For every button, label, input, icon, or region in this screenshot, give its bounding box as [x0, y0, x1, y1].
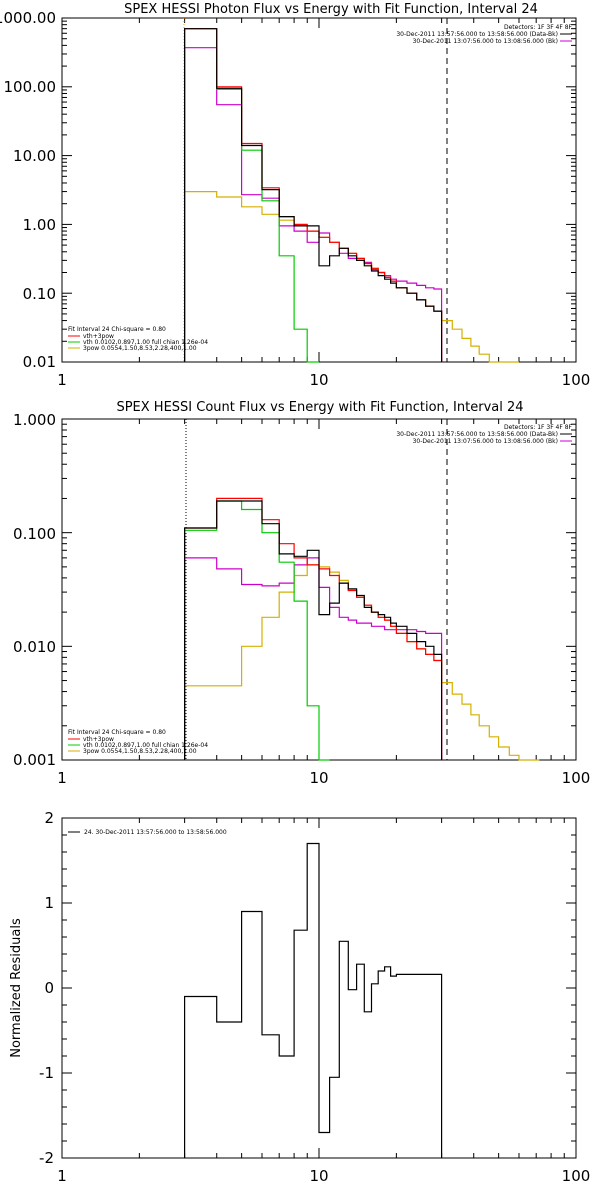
count-flux-legend-background-entry: 30-Dec-2011 13:07:56.000 to 13:08:56.000… [413, 438, 558, 445]
count-flux-ytick-label: 0.010 [13, 638, 56, 656]
count-flux-legend-data-entry: 30-Dec-2011 13:57:56.000 to 13:58:56.000… [396, 431, 558, 438]
photon-flux-ytick-label: 1.00 [23, 216, 56, 234]
count-flux-fit-header: Fit Interval 24 Chi-square = 0.80 [68, 729, 166, 736]
count-flux-legend-total-entry: vth+3pow [83, 736, 114, 743]
count-flux-legend-thermal-entry: vth 0.0102,0.897,1.00 full chian 1.26e-0… [83, 742, 208, 749]
photon-flux-title: SPEX HESSI Photon Flux vs Energy with Fi… [124, 2, 538, 17]
photon-flux-axis-ticks [61, 17, 577, 363]
panel-count-flux: SPEX HESSI Count Flux vs Energy with Fit… [13, 400, 590, 787]
residuals-xtick-label: 100 [562, 1167, 591, 1185]
photon-flux-ytick-label: 100.00 [4, 78, 57, 96]
residuals-data-series [184, 842, 443, 1158]
photon-flux-legend-total-entry: vth+3pow [83, 333, 114, 340]
photon-flux-xtick-label: 10 [309, 371, 328, 389]
residuals-legend-entry: 24. 30-Dec-2011 13:57:56.000 to 13:58:56… [84, 829, 227, 836]
photon-flux-fit-header: Fit Interval 24 Chi-square = 0.80 [68, 326, 166, 333]
photon-flux-ytick-label: 0.01 [23, 353, 56, 371]
photon-flux-data-series [184, 28, 443, 362]
residuals-ytick-label: 2 [44, 809, 54, 827]
photon-flux-legend-data-entry: 30-Dec-2011 13:57:56.000 to 13:58:56.000… [396, 31, 558, 38]
photon-flux-ytick-label: 10.00 [13, 147, 56, 165]
count-flux-background-series [184, 557, 443, 760]
residuals-series-group [184, 842, 443, 1158]
count-flux-xtick-label: 100 [562, 769, 591, 787]
residuals-ytick-label: 0 [44, 979, 54, 997]
count-flux-legend-powerlaw-entry: 3pow 0.0554,1.50,8.53,2.28,400,1.00 [83, 748, 197, 755]
residuals-ytick-label: -2 [39, 1149, 54, 1167]
count-flux-ytick-label: 1.000 [13, 411, 56, 429]
photon-flux-xtick-label: 100 [562, 371, 591, 389]
count-flux-series-group [184, 497, 540, 761]
count-flux-ytick-label: 0.001 [13, 751, 56, 769]
count-flux-data-series [184, 500, 443, 760]
residuals-ytick-label: 1 [44, 894, 54, 912]
photon-flux-ytick-label: 0.10 [23, 285, 56, 303]
panel-residuals: 2 1 0 -1 -2 1 10 100 Normalized Residual… [9, 809, 590, 1185]
count-flux-ytick-label: 0.100 [13, 525, 56, 543]
count-flux-xtick-label: 1 [57, 769, 67, 787]
residuals-xtick-label: 10 [309, 1167, 328, 1185]
residuals-xtick-label: 1 [57, 1167, 67, 1185]
photon-flux-series-group [184, 28, 519, 363]
photon-flux-legend-powerlaw-entry: 3pow 0.0554,1.50,8.53,2.28,400,1.00 [83, 345, 197, 352]
residuals-y-axis-label: Normalized Residuals [9, 918, 24, 1058]
photon-flux-legend-detectors: Detectors: 1F 3F 4F 8F [504, 24, 573, 31]
photon-flux-legend-background-entry: 30-Dec-2011 13:07:56.000 to 13:08:56.000… [413, 38, 558, 45]
count-flux-legend-detectors: Detectors: 1F 3F 4F 8F [504, 424, 573, 431]
photon-flux-ytick-label: 1000.00 [0, 9, 56, 27]
residuals-ytick-label: -1 [39, 1064, 54, 1082]
photon-flux-xtick-label: 1 [57, 371, 67, 389]
count-flux-title: SPEX HESSI Count Flux vs Energy with Fit… [116, 400, 523, 415]
panel-photon-flux: SPEX HESSI Photon Flux vs Energy with Fi… [0, 2, 590, 389]
photon-flux-legend-thermal-entry: vth 0.0102,0.897,1.00 full chian 1.26e-0… [83, 339, 208, 346]
count-flux-xtick-label: 10 [309, 769, 328, 787]
count-flux-axis-ticks [61, 418, 577, 761]
